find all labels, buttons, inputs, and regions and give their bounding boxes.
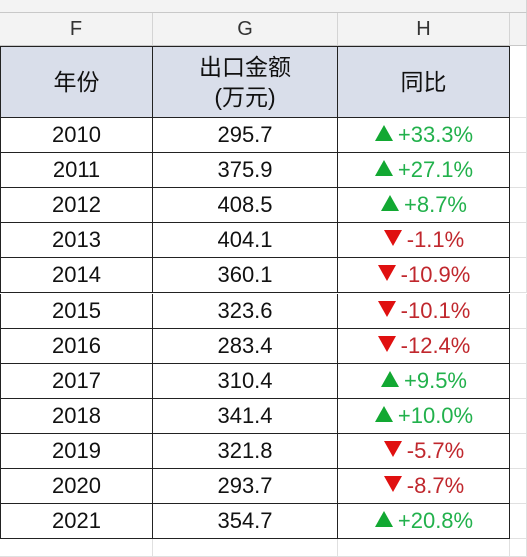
year-cell[interactable]: 2013 xyxy=(0,223,153,259)
year-cell[interactable]: 2021 xyxy=(0,504,153,540)
yoy-cell[interactable]: -8.7% xyxy=(338,469,510,505)
yoy-text: -10.1% xyxy=(400,297,471,323)
yoy-cell[interactable]: -5.7% xyxy=(338,433,510,469)
year-cell[interactable]: 2010 xyxy=(0,118,153,154)
empty-cell xyxy=(510,258,527,294)
yoy-text: +20.8% xyxy=(397,508,474,534)
amount-cell[interactable]: 354.7 xyxy=(153,504,338,540)
empty-cell xyxy=(510,328,527,364)
amount-cell[interactable]: 408.5 xyxy=(153,188,338,224)
empty-cell xyxy=(510,46,527,118)
header-cell[interactable]: 出口金额 (万元) xyxy=(153,46,338,118)
yoy-text: -12.4% xyxy=(400,332,471,358)
yoy-cell[interactable]: +8.7% xyxy=(338,188,510,224)
year-cell[interactable]: 2014 xyxy=(0,258,153,294)
year-cell[interactable]: 2018 xyxy=(0,398,153,434)
yoy-text: -1.1% xyxy=(406,227,465,253)
yoy-cell[interactable]: -10.1% xyxy=(338,293,510,329)
amount-cell[interactable]: 375.9 xyxy=(153,153,338,189)
up-arrow-icon xyxy=(374,508,394,534)
down-arrow-icon xyxy=(377,333,397,359)
yoy-text: -10.9% xyxy=(400,262,471,288)
header-line: 出口金额 xyxy=(199,54,291,80)
amount-cell[interactable]: 295.7 xyxy=(153,118,338,154)
yoy-text: +33.3% xyxy=(397,122,474,148)
year-cell[interactable]: 2017 xyxy=(0,363,153,399)
down-arrow-icon xyxy=(377,262,397,288)
header-line: (万元) xyxy=(214,84,276,110)
year-cell[interactable]: 2015 xyxy=(0,293,153,329)
down-arrow-icon xyxy=(383,438,403,464)
toolbar-strip xyxy=(0,0,527,13)
empty-cell xyxy=(338,539,510,557)
year-cell[interactable]: 2012 xyxy=(0,188,153,224)
empty-cell xyxy=(510,153,527,189)
amount-cell[interactable]: 341.4 xyxy=(153,398,338,434)
header-cell[interactable]: 年份 xyxy=(0,46,153,118)
header-cell[interactable]: 同比 xyxy=(338,46,510,118)
yoy-text: +9.5% xyxy=(404,367,467,393)
column-header-extra xyxy=(510,13,527,46)
yoy-cell[interactable]: +9.5% xyxy=(338,363,510,399)
empty-cell xyxy=(510,188,527,224)
empty-cell xyxy=(510,398,527,434)
empty-cell xyxy=(510,504,527,540)
amount-cell[interactable]: 404.1 xyxy=(153,223,338,259)
yoy-cell[interactable]: -12.4% xyxy=(338,328,510,364)
yoy-cell[interactable]: +33.3% xyxy=(338,118,510,154)
yoy-cell[interactable]: -10.9% xyxy=(338,258,510,294)
empty-cell xyxy=(510,118,527,154)
amount-cell[interactable]: 360.1 xyxy=(153,258,338,294)
yoy-cell[interactable]: +27.1% xyxy=(338,153,510,189)
yoy-cell[interactable]: +20.8% xyxy=(338,504,510,540)
year-cell[interactable]: 2011 xyxy=(0,153,153,189)
empty-cell xyxy=(510,363,527,399)
yoy-cell[interactable]: -1.1% xyxy=(338,223,510,259)
up-arrow-icon xyxy=(374,403,394,429)
down-arrow-icon xyxy=(383,227,403,253)
year-cell[interactable]: 2020 xyxy=(0,469,153,505)
empty-cell xyxy=(510,433,527,469)
empty-cell xyxy=(510,539,527,557)
up-arrow-icon xyxy=(374,122,394,148)
yoy-text: -5.7% xyxy=(406,437,465,463)
up-arrow-icon xyxy=(374,157,394,183)
yoy-cell[interactable]: +10.0% xyxy=(338,398,510,434)
down-arrow-icon xyxy=(383,473,403,499)
empty-cell xyxy=(153,539,338,557)
year-cell[interactable]: 2019 xyxy=(0,433,153,469)
empty-cell xyxy=(510,469,527,505)
amount-cell[interactable]: 283.4 xyxy=(153,328,338,364)
yoy-text: +10.0% xyxy=(397,402,474,428)
amount-cell[interactable]: 323.6 xyxy=(153,293,338,329)
column-header[interactable]: F xyxy=(0,13,153,46)
empty-cell xyxy=(510,293,527,329)
up-arrow-icon xyxy=(380,368,400,394)
amount-cell[interactable]: 310.4 xyxy=(153,363,338,399)
year-cell[interactable]: 2016 xyxy=(0,328,153,364)
yoy-text: +27.1% xyxy=(397,157,474,183)
down-arrow-icon xyxy=(377,298,397,324)
yoy-text: +8.7% xyxy=(404,192,467,218)
empty-cell xyxy=(0,539,153,557)
column-header[interactable]: G xyxy=(153,13,338,46)
amount-cell[interactable]: 321.8 xyxy=(153,433,338,469)
yoy-text: -8.7% xyxy=(406,473,465,499)
up-arrow-icon xyxy=(380,192,400,218)
empty-cell xyxy=(510,223,527,259)
amount-cell[interactable]: 293.7 xyxy=(153,469,338,505)
column-header[interactable]: H xyxy=(338,13,510,46)
